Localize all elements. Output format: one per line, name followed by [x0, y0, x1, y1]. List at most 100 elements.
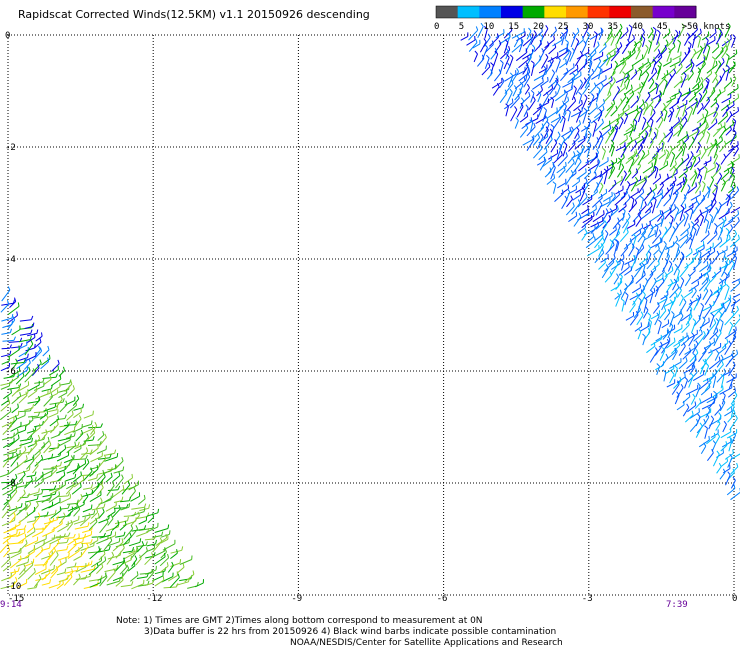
wind-barb	[73, 411, 82, 419]
wind-barb-flag	[579, 50, 583, 55]
wind-barb	[595, 204, 603, 216]
colorbar-label: 25	[558, 22, 569, 32]
wind-barb-flag	[618, 113, 620, 118]
wind-barb	[727, 157, 740, 166]
wind-barb	[625, 68, 634, 75]
wind-barb	[49, 401, 64, 405]
wind-barb	[26, 527, 35, 534]
wind-barb	[679, 297, 684, 307]
wind-barb	[75, 578, 86, 580]
wind-barb	[631, 156, 640, 167]
wind-barb-flag	[133, 487, 136, 492]
wind-barb	[43, 406, 56, 412]
wind-barb-flag	[715, 97, 718, 102]
wind-barb	[170, 562, 181, 567]
wind-barb	[689, 158, 697, 171]
wind-barb	[728, 377, 735, 389]
wind-barb	[112, 541, 124, 552]
wind-barb	[698, 350, 707, 363]
wind-barb	[673, 328, 683, 334]
wind-barbs	[0, 22, 740, 590]
wind-barb	[596, 89, 601, 103]
wind-barb	[519, 84, 524, 94]
wind-barb	[120, 506, 130, 511]
wind-barb	[601, 267, 609, 279]
wind-barb-flag	[706, 44, 711, 48]
wind-barb	[558, 139, 566, 150]
wind-barb	[663, 100, 672, 111]
wind-barb	[669, 101, 679, 110]
wind-barb-flag	[641, 35, 646, 40]
wind-barb	[73, 418, 82, 429]
wind-barb	[73, 577, 81, 586]
wind-barb-flag	[523, 76, 526, 81]
wind-barb	[657, 76, 667, 88]
wind-barb	[16, 532, 25, 538]
wind-barb	[697, 106, 704, 115]
wind-barb	[49, 392, 58, 398]
wind-barb-flag	[29, 335, 32, 340]
colorbar-swatch	[457, 6, 480, 18]
wind-barb	[112, 488, 125, 498]
wind-barb-flag	[8, 399, 11, 404]
wind-barb	[676, 134, 688, 144]
wind-barb	[526, 126, 536, 137]
wind-barb-flag	[637, 328, 642, 332]
wind-barb-flag	[572, 202, 575, 207]
wind-barb	[615, 295, 621, 307]
wind-barb-flag	[36, 501, 39, 506]
colorbar-label: 35	[607, 22, 618, 32]
wind-barb-flag	[566, 188, 571, 193]
wind-barb-flag	[701, 131, 705, 136]
wind-barb-flag	[16, 462, 19, 467]
wind-barb	[711, 443, 717, 452]
wind-barb	[643, 190, 653, 202]
wind-barb-flag	[702, 113, 705, 118]
wind-barb	[16, 582, 27, 589]
wind-barb-flag	[737, 93, 740, 98]
wind-barb-flag	[57, 538, 60, 543]
wind-barb	[3, 376, 14, 379]
wind-barb-flag	[40, 454, 44, 459]
wind-barb-flag	[675, 206, 680, 211]
wind-barb-flag	[555, 77, 559, 82]
wind-barb	[560, 71, 569, 82]
wind-barb-flag	[656, 312, 660, 317]
wind-barb-flag	[678, 341, 681, 346]
wind-barb	[511, 71, 520, 83]
wind-barb	[592, 213, 605, 223]
wind-barb	[638, 288, 646, 297]
wind-barb-flag	[683, 298, 687, 303]
wind-barb-flag	[122, 466, 125, 471]
wind-barb	[642, 166, 653, 174]
wind-barb-flag	[474, 50, 478, 55]
wind-barb-flag	[62, 579, 64, 584]
wind-barb-flag	[634, 176, 639, 181]
wind-barb	[167, 565, 174, 573]
wind-barb-flag	[664, 78, 668, 83]
wind-barb-flag	[650, 27, 654, 32]
wind-barb	[96, 449, 107, 454]
wind-barb-flag	[78, 415, 82, 420]
wind-barb	[709, 315, 715, 328]
wind-barb	[616, 32, 623, 45]
wind-barb	[2, 502, 9, 511]
wind-barb-flag	[710, 312, 715, 317]
wind-barb-flag	[41, 332, 43, 337]
wind-barb	[709, 179, 715, 188]
wind-barb-flag	[128, 496, 132, 501]
wind-barb	[607, 84, 612, 96]
wind-barb-flag	[627, 50, 631, 55]
wind-barb	[9, 535, 19, 538]
wind-barb-flag	[30, 329, 33, 334]
wind-barb-flag	[709, 213, 713, 218]
wind-barb	[730, 206, 740, 214]
wind-barb-flag	[660, 53, 663, 58]
wind-barb-flag	[683, 71, 687, 76]
wind-barb	[698, 381, 709, 391]
wind-barb-flag	[647, 312, 651, 316]
wind-barb	[571, 202, 581, 215]
wind-barb-flag	[685, 211, 689, 216]
wind-barb	[43, 513, 56, 518]
wind-barb-flag	[656, 29, 661, 34]
